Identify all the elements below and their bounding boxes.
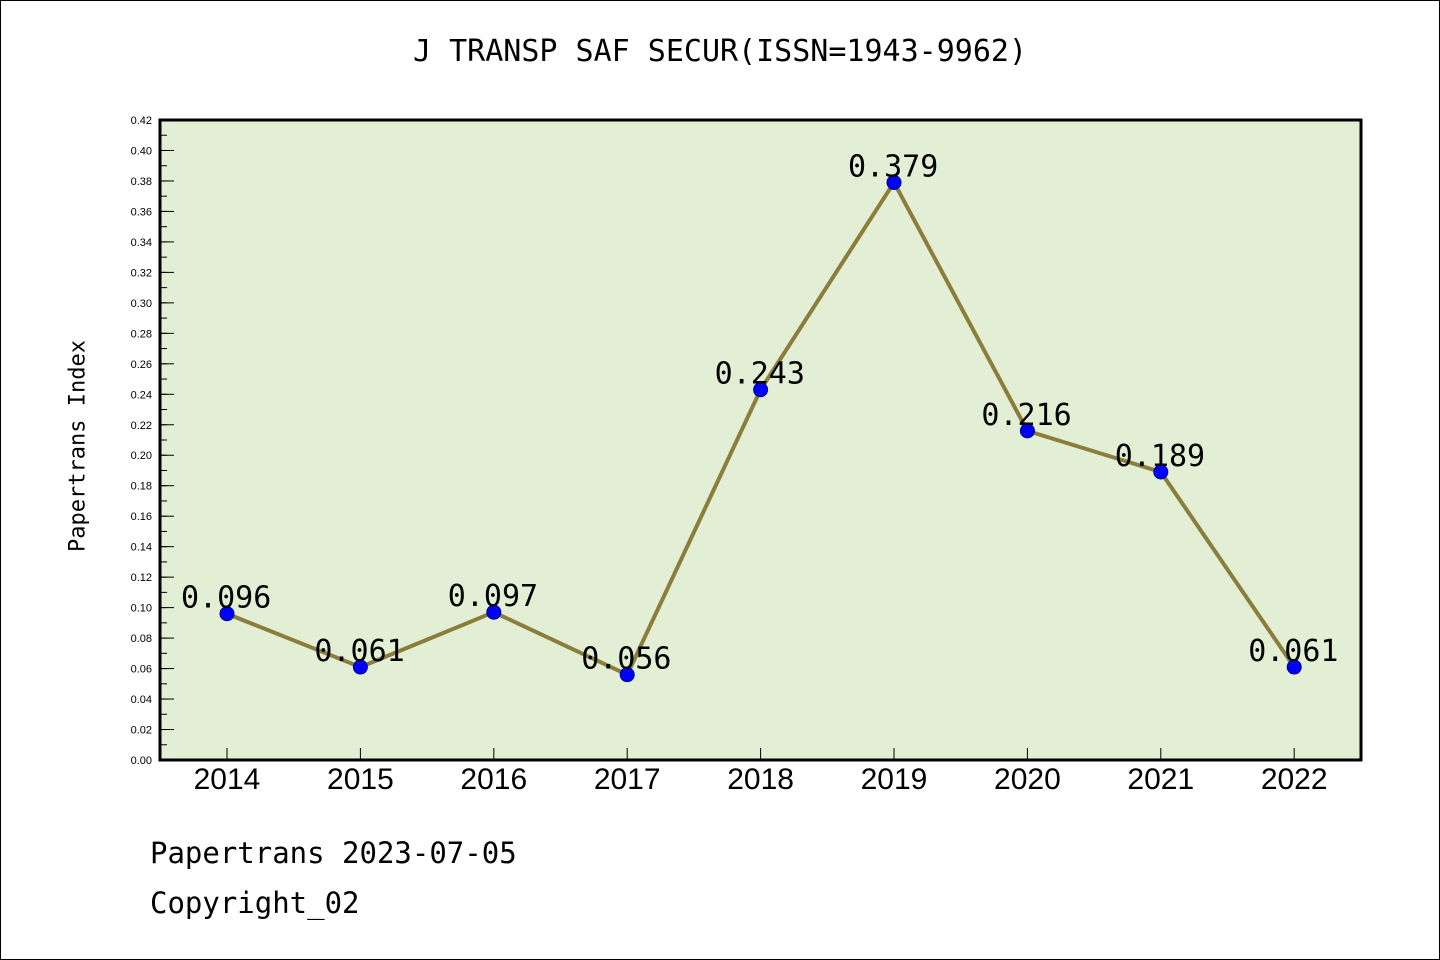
chart-title: J TRANSP SAF SECUR(ISSN=1943-9962) xyxy=(412,34,1028,69)
footer-copyright: Copyright_02 xyxy=(150,886,360,920)
x-tick-label: 2019 xyxy=(861,763,928,796)
y-tick-label: 0.10 xyxy=(131,603,152,615)
y-tick-label: 0.00 xyxy=(131,755,152,767)
x-tick-label: 2022 xyxy=(1261,763,1328,796)
y-tick-label: 0.04 xyxy=(131,694,152,706)
data-label: 0.243 xyxy=(715,357,805,392)
x-tick-label: 2020 xyxy=(994,763,1061,796)
data-point xyxy=(1019,423,1035,439)
y-tick-label: 0.38 xyxy=(131,176,152,188)
data-label: 0.061 xyxy=(314,634,404,669)
y-tick-label: 0.20 xyxy=(131,450,152,462)
data-point xyxy=(1153,464,1169,480)
y-tick-label: 0.08 xyxy=(131,633,152,645)
data-label: 0.061 xyxy=(1248,634,1338,669)
y-tick-label: 0.36 xyxy=(131,206,152,218)
x-tick-label: 2017 xyxy=(594,763,661,796)
y-tick-label: 0.18 xyxy=(131,481,152,493)
y-tick-label: 0.06 xyxy=(131,664,152,676)
y-tick-label: 0.34 xyxy=(131,237,152,249)
x-tick-label: 2016 xyxy=(460,763,527,796)
data-label: 0.216 xyxy=(981,398,1071,433)
y-tick-label: 0.42 xyxy=(131,115,152,127)
y-tick-label: 0.26 xyxy=(131,359,152,371)
data-point xyxy=(1286,659,1302,675)
y-tick-label: 0.16 xyxy=(131,511,152,523)
y-tick-label: 0.12 xyxy=(131,572,152,584)
y-tick-label: 0.14 xyxy=(131,542,152,554)
plot-border xyxy=(158,118,1363,762)
y-tick-label: 0.30 xyxy=(131,298,152,310)
data-point xyxy=(753,382,769,398)
data-label: 0.189 xyxy=(1115,439,1205,474)
data-label: 0.056 xyxy=(581,642,671,677)
x-tick-label: 2021 xyxy=(1127,763,1194,796)
y-tick-label: 0.22 xyxy=(131,420,152,432)
data-point xyxy=(886,174,902,190)
footer-date: Papertrans 2023-07-05 xyxy=(150,836,517,870)
y-tick-label: 0.24 xyxy=(131,389,152,401)
data-label: 0.096 xyxy=(181,581,271,616)
plot-background xyxy=(160,120,1361,760)
data-point xyxy=(619,667,635,683)
y-tick-label: 0.02 xyxy=(131,725,152,737)
data-point xyxy=(352,659,368,675)
data-point xyxy=(219,606,235,622)
x-tick-label: 2015 xyxy=(327,763,394,796)
x-tick-label: 2018 xyxy=(727,763,794,796)
y-tick-label: 0.40 xyxy=(131,145,152,157)
y-tick-label: 0.32 xyxy=(131,267,152,279)
data-label: 0.379 xyxy=(848,149,938,184)
x-tick-label: 2014 xyxy=(194,763,261,796)
y-tick-label: 0.28 xyxy=(131,328,152,340)
data-label: 0.097 xyxy=(448,579,538,614)
data-point xyxy=(486,604,502,620)
